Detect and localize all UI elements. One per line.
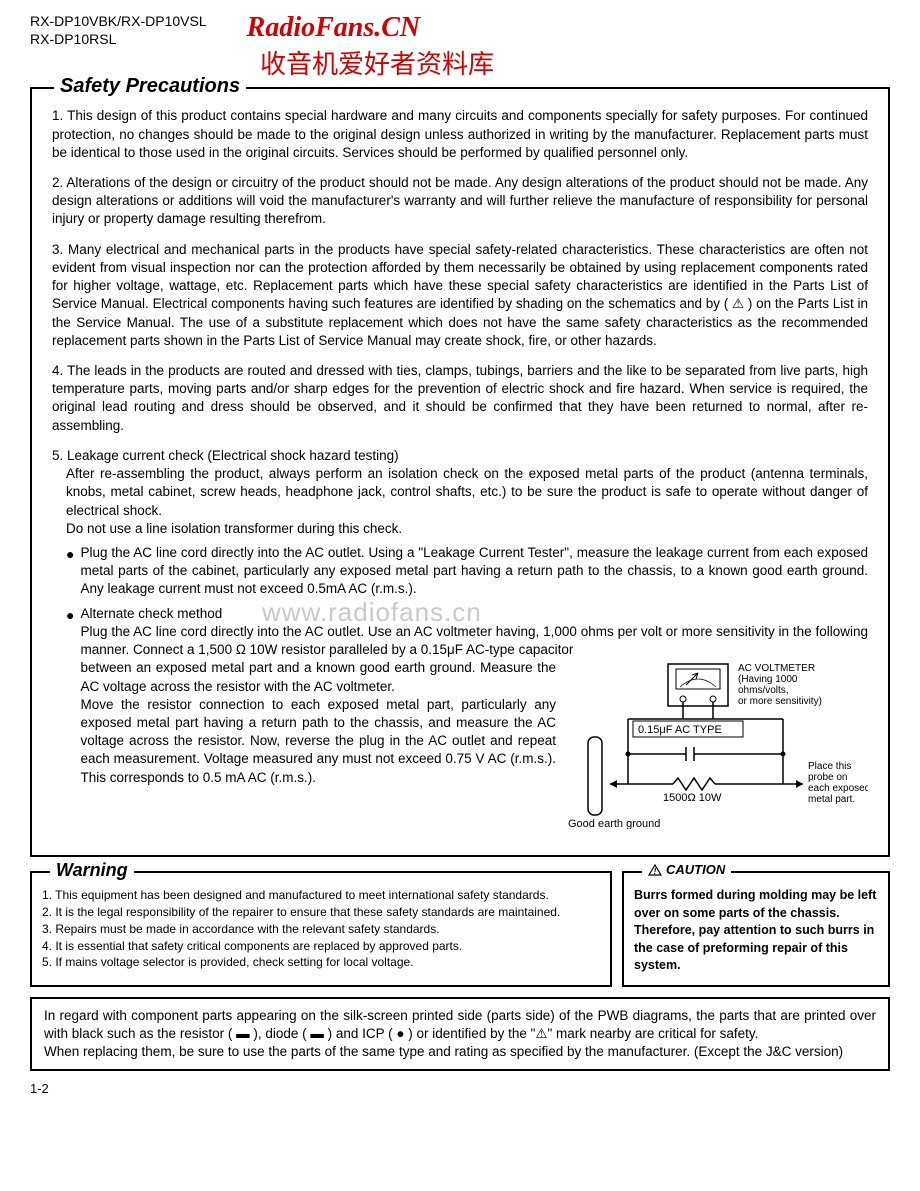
warning-triangle-icon: ! <box>648 864 662 876</box>
safety-title: Safety Precautions <box>54 75 246 98</box>
warning-item: 1. This equipment has been designed and … <box>42 887 600 904</box>
caution-box: ! CAUTION Burrs formed during molding ma… <box>622 871 890 987</box>
header: RX-DP10VBK/RX-DP10VSL RX-DP10RSL RadioFa… <box>30 12 890 48</box>
svg-text:probe on: probe on <box>808 772 847 783</box>
model-line-2: RX-DP10RSL <box>30 30 207 48</box>
svg-text:AC VOLTMETER: AC VOLTMETER <box>738 663 815 674</box>
bullet-item: ● Plug the AC line cord directly into th… <box>66 544 868 599</box>
caution-title: ! CAUTION <box>642 862 731 877</box>
safety-item: 4. The leads in the products are routed … <box>52 362 868 435</box>
final-text: In regard with component parts appearing… <box>44 1008 876 1059</box>
warning-item: 2. It is the legal responsibility of the… <box>42 904 600 921</box>
svg-text:(Having 1000: (Having 1000 <box>738 674 798 685</box>
site-title: RadioFans.CN <box>247 12 421 44</box>
safety-item: 1. This design of this product contains … <box>52 107 868 162</box>
warning-item: 3. Repairs must be made in accordance wi… <box>42 921 600 938</box>
safety-item-5: 5. Leakage current check (Electrical sho… <box>52 447 868 829</box>
bullet2-side: between an exposed metal part and a know… <box>80 659 556 787</box>
warning-item: 5. If mains voltage selector is provided… <box>42 954 600 971</box>
svg-text:ohms/volts,: ohms/volts, <box>738 685 789 696</box>
warning-list: 1. This equipment has been designed and … <box>42 887 600 971</box>
warning-caution-row: Warning 1. This equipment has been desig… <box>30 871 890 987</box>
svg-text:!: ! <box>654 867 657 876</box>
svg-text:each exposed: each exposed <box>808 783 868 794</box>
page-number: 1-2 <box>30 1081 890 1096</box>
svg-text:0.15μF AC TYPE: 0.15μF AC TYPE <box>638 724 722 736</box>
safety-precautions-box: Safety Precautions www.radiofans.cn 1. T… <box>30 87 890 857</box>
bullet-dot-icon: ● <box>66 608 74 830</box>
caution-label: CAUTION <box>666 862 725 877</box>
svg-text:Place this: Place this <box>808 761 851 772</box>
model-line-1: RX-DP10VBK/RX-DP10VSL <box>30 12 207 30</box>
svg-text:1500Ω 10W: 1500Ω 10W <box>663 792 722 804</box>
model-numbers: RX-DP10VBK/RX-DP10VSL RX-DP10RSL <box>30 12 207 48</box>
warning-title: Warning <box>50 860 134 881</box>
chinese-subtitle: 收音机爱好者资料库 <box>260 44 890 81</box>
svg-text:Good earth ground: Good earth ground <box>568 818 660 829</box>
svg-text:metal part.: metal part. <box>808 794 855 805</box>
safety-list: 1. This design of this product contains … <box>52 107 868 829</box>
caution-body: Burrs formed during molding may be left … <box>634 887 878 975</box>
item5-body: After re-assembling the product, always … <box>52 465 868 538</box>
bullet1-text: Plug the AC line cord directly into the … <box>80 544 868 599</box>
circuit-diagram: AC VOLTMETER (Having 1000 ohms/volts, or… <box>568 659 868 829</box>
warning-box: Warning 1. This equipment has been desig… <box>30 871 612 987</box>
bullet-item: ● Alternate check method Plug the AC lin… <box>66 605 868 830</box>
bullet2-top: Plug the AC line cord directly into the … <box>80 623 868 659</box>
svg-text:or more sensitivity): or more sensitivity) <box>738 696 822 707</box>
safety-item: 2. Alterations of the design or circuitr… <box>52 174 868 229</box>
bullet2-title: Alternate check method <box>80 605 868 623</box>
item5-intro: 5. Leakage current check (Electrical sho… <box>52 447 868 465</box>
bullet-dot-icon: ● <box>66 547 74 599</box>
warning-item: 4. It is essential that safety critical … <box>42 938 600 955</box>
safety-item: 3. Many electrical and mechanical parts … <box>52 241 868 350</box>
final-note-box: In regard with component parts appearing… <box>30 997 890 1072</box>
